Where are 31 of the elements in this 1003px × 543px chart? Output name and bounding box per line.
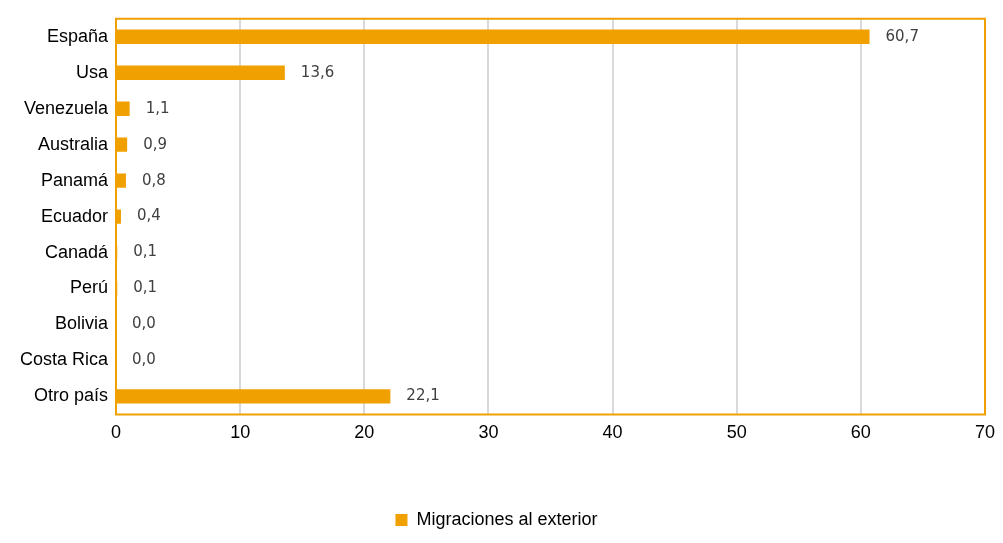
y-tick-label: Canadá	[44, 241, 109, 262]
y-tick-label: Costa Rica	[19, 349, 109, 370]
x-tick-label: 10	[230, 422, 251, 443]
y-tick-label: España	[46, 25, 109, 46]
data-label: 0,1	[133, 278, 158, 297]
y-tick-label: Panamá	[40, 169, 109, 190]
data-label: 60,7	[885, 26, 919, 45]
legend-label: Migraciones al exterior	[416, 508, 598, 529]
x-tick-label: 0	[110, 422, 122, 443]
data-label: 0,1	[133, 242, 158, 261]
x-tick-label: 70	[974, 422, 995, 443]
x-tick-label: 20	[354, 422, 375, 443]
data-label: 0,0	[132, 350, 156, 369]
data-label: 1,1	[145, 98, 170, 117]
data-label: 13,6	[300, 62, 335, 81]
y-tick-label: Venezuela	[23, 97, 109, 118]
data-label: 22,1	[406, 386, 440, 405]
data-label: 0,9	[143, 134, 168, 153]
y-tick-label: Otro país	[33, 385, 108, 406]
y-tick-label: Usa	[75, 61, 109, 82]
data-label: 0,0	[132, 314, 156, 333]
y-tick-label: Ecuador	[40, 205, 108, 226]
x-tick-label: 30	[478, 422, 499, 443]
x-tick-label: 40	[602, 422, 623, 443]
y-tick-label: Australia	[37, 133, 109, 154]
data-label: 0,4	[136, 206, 161, 225]
y-tick-label: Perú	[69, 277, 108, 298]
y-tick-label: Bolivia	[54, 313, 109, 334]
x-tick-label: 50	[726, 422, 747, 443]
data-label: 0,8	[141, 170, 166, 189]
x-tick-label: 60	[850, 422, 871, 443]
